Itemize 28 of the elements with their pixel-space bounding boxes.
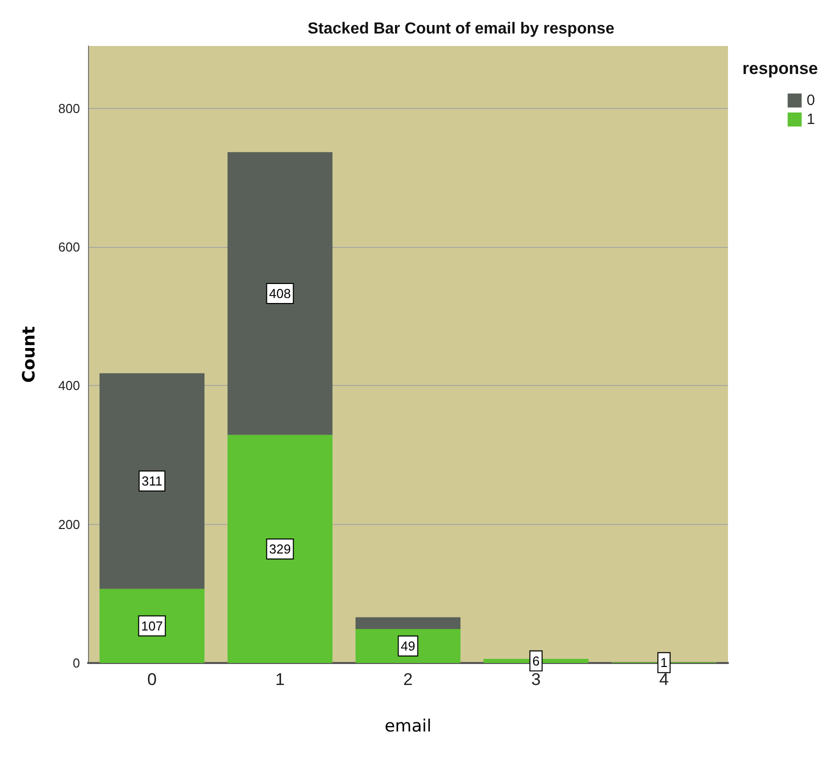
data-label: 49: [400, 638, 416, 654]
data-label: 311: [142, 474, 162, 489]
y-tick-label: 400: [58, 378, 80, 394]
bar: [100, 373, 204, 589]
x-tick-label: 3: [531, 670, 541, 689]
y-axis-title: Count: [20, 326, 40, 383]
x-tick-label: 4: [659, 670, 669, 689]
x-tick-label: 1: [275, 670, 285, 689]
data-label: 6: [532, 653, 540, 668]
y-tick-label: 0: [72, 656, 80, 670]
legend-title: response: [742, 59, 818, 78]
y-tick-label: 600: [58, 240, 80, 255]
y-tick-label: 200: [58, 516, 80, 532]
bar: [228, 152, 332, 435]
y-tick-label: 800: [58, 100, 80, 116]
data-label: 329: [269, 541, 291, 556]
bar: [228, 434, 332, 663]
x-axis-title: email: [384, 716, 432, 736]
legend-label: 0: [806, 92, 815, 109]
bar: [100, 588, 204, 663]
x-tick-label: 2: [403, 670, 413, 689]
legend-label: 1: [806, 111, 815, 128]
chart-title: Stacked Bar Count of email by response: [308, 20, 614, 38]
bar: [356, 617, 460, 630]
x-tick-label: 0: [147, 670, 157, 689]
data-label: 1: [660, 655, 668, 670]
data-label: 408: [269, 286, 291, 301]
data-label: 107: [141, 618, 163, 634]
